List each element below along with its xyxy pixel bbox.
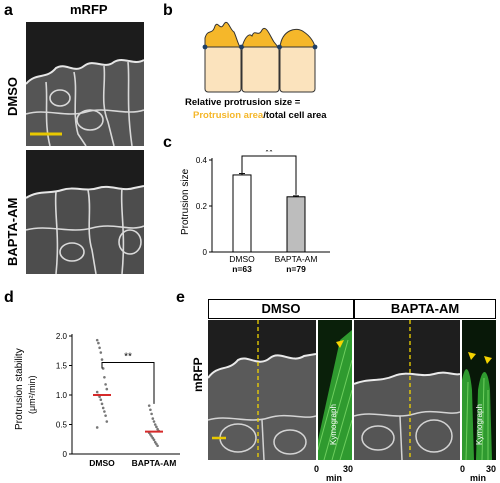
- panel-c-ytick-label: 0.4: [196, 156, 208, 165]
- panel-d-data-point: [100, 402, 104, 406]
- panel-d-data-point: [104, 383, 107, 386]
- formula-line1: Relative protrusion size =: [185, 97, 301, 108]
- panel-c-ytick-label: 0.2: [196, 202, 208, 211]
- kymograph-dmso: [318, 320, 352, 460]
- panel-d-data-point: [97, 341, 100, 345]
- panel-d-category-label: BAPTA-AM: [132, 458, 177, 468]
- panel-d-data-point: [151, 417, 155, 420]
- kymo-time-end-bapta: 30: [486, 464, 497, 474]
- panel-c-bar: [232, 174, 252, 253]
- panel-a-channel-label: mRFP: [70, 2, 108, 17]
- panel-d-ytick-label: 0.5: [56, 421, 68, 430]
- micrograph-dmso: [26, 22, 144, 146]
- panel-c-n-label: n=63: [232, 264, 252, 274]
- kymograph-label-dmso: Kymograph: [329, 404, 338, 445]
- panel-c-n-label: n=79: [286, 264, 306, 274]
- micrograph-bapta: [26, 150, 144, 274]
- panel-e-letter: e: [176, 289, 185, 306]
- micrograph-e-dmso: [208, 320, 316, 460]
- panel-d-data-point: [152, 438, 156, 442]
- panel-d-category-label: DMSO: [89, 458, 115, 468]
- micrograph-e-bapta: [354, 320, 460, 460]
- panel-d-data-point: [98, 395, 101, 399]
- kymograph-label-bapta: Kymograph: [475, 404, 484, 445]
- panel-c-ytick-label: 0: [203, 248, 208, 257]
- panel-c-significance-label: **: [265, 150, 273, 158]
- panel-d-data-point: [99, 351, 103, 354]
- kymo-time-start-bapta: 0: [460, 464, 466, 474]
- panel-d-data-point: [150, 412, 153, 416]
- formula-line2: Protrusion area/total cell area: [193, 110, 327, 121]
- panel-d-data-point: [149, 408, 152, 412]
- panel-d-ytick-label: 1.5: [56, 362, 68, 371]
- panel-e-header-dmso: DMSO: [208, 299, 354, 319]
- kymo-time-unit-bapta: min: [470, 473, 487, 483]
- panel-c-bar: [286, 196, 306, 253]
- panel-a-row-label-dmso: DMSO: [5, 77, 20, 116]
- panel-d-ytick-label: 0: [63, 450, 68, 459]
- panel-a-letter: a: [4, 2, 13, 19]
- panel-d-letter: d: [4, 289, 14, 306]
- panel-d-data-point: [156, 444, 159, 448]
- kymo-time-unit-dmso: min: [326, 473, 343, 483]
- panel-d-data-point: [99, 398, 103, 402]
- panel-d-data-point: [153, 423, 157, 426]
- panel-d-data-point: [155, 425, 158, 429]
- formula-highlight: Protrusion area: [193, 110, 264, 121]
- panel-d-data-point: [105, 420, 109, 423]
- panel-d-data-point: [101, 406, 105, 410]
- formula-rest: /total cell area: [263, 110, 327, 121]
- panel-d-significance-bracket: [101, 362, 155, 404]
- panel-d-data-point: [95, 338, 99, 342]
- panel-d-data-point: [95, 390, 99, 394]
- panel-d-data-point: [104, 414, 107, 417]
- protrusion-schematic: [202, 21, 318, 93]
- panel-e-header-bapta: BAPTA-AM: [354, 299, 496, 319]
- panel-d-data-point: [98, 346, 101, 350]
- kymograph-bapta: [462, 320, 496, 460]
- kymo-time-start-dmso: 0: [314, 464, 320, 474]
- panel-d-data-point: [105, 387, 109, 391]
- panel-d-data-point: [103, 410, 106, 413]
- panel-c-category-label: DMSO: [229, 254, 255, 264]
- panel-d-data-point: [101, 367, 105, 370]
- panel-d-data-point: [147, 404, 151, 407]
- panel-b-letter: b: [163, 2, 173, 19]
- panel-d-data-point: [152, 420, 156, 423]
- panel-d-scatter-chart: 0 0.5 1.0 1.5 2.0 DMSO BAPTA-AM **: [56, 332, 180, 468]
- panel-d-data-point: [100, 358, 104, 361]
- panel-c-letter: c: [163, 134, 172, 151]
- panel-d-ylabel: Protrusion stability: [14, 348, 25, 430]
- panel-d-yunit: (μm²/min): [27, 375, 37, 414]
- panel-d-ytick-label: 2.0: [56, 332, 68, 341]
- panel-d-significance-label: **: [124, 352, 132, 363]
- kymo-time-end-dmso: 30: [343, 464, 354, 474]
- panel-d-data-point: [95, 426, 99, 429]
- panel-c-category-label: BAPTA-AM: [275, 254, 318, 264]
- panel-e-channel-label: mRFP: [191, 357, 205, 392]
- panel-d-data-point: [103, 376, 106, 379]
- panel-d-ytick-label: 1.0: [56, 391, 68, 400]
- panel-c-significance-bracket: [241, 155, 297, 195]
- panel-a-row-label-bapta: BAPTA-AM: [5, 197, 20, 266]
